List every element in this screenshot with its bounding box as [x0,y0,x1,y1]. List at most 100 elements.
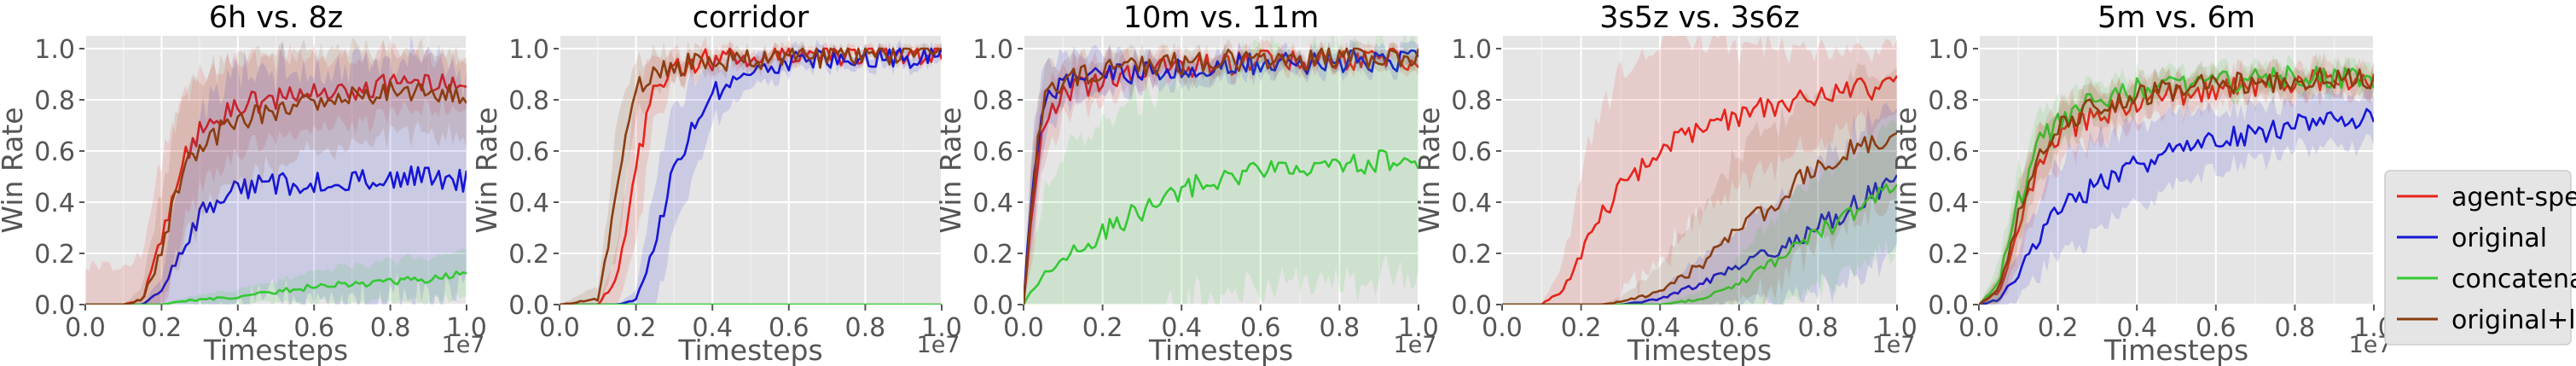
series-band-agent-specific [1502,36,1897,305]
x-tick-label: 0.2 [616,313,657,343]
y-tick-label: 1.0 [34,35,75,65]
x-tick-label: 0.0 [539,313,580,343]
y-axis-label: Win Rate [0,107,29,233]
x-axis-label: Timesteps [1627,334,1772,366]
chart-panel-2: 0.0 0.2 0.4 0.6 0.8 1.0 0.0 0.2 0.4 0.6 0.8 1.0 corr… [470,1,962,366]
x-axis-label: Timesteps [1148,334,1293,366]
y-tick-label: 0.6 [34,137,75,167]
series-line-original-local [560,47,942,305]
series-line-concatenated [85,270,467,305]
x-tick-label: 0.8 [2275,313,2316,343]
x-tick-label: 1.0 [446,313,487,343]
y-axis-label: Win Rate [470,107,503,233]
series-band-agent-specific [1024,38,1419,305]
x-tick-label: 0.6 [1240,313,1281,343]
legend-box [2384,170,2572,346]
x-tick-label: 0.0 [1003,313,1044,343]
chart-panel-1: 0.0 0.2 0.4 0.6 0.8 1.0 0.0 0.2 0.4 0.6 0.8 1.0 6h v… [0,1,487,366]
series-band-agent-specific [1979,52,2374,305]
y-tick-label: 0.0 [508,291,549,321]
x-tick-label: 1.0 [1398,313,1439,343]
y-tick-label: 0.4 [1928,189,1969,218]
chart-title: 6h vs. 8z [209,1,343,35]
x-tick-label: 0.4 [1161,313,1202,343]
y-tick-label: 0.0 [1451,291,1492,321]
x-tick-label: 0.2 [2038,313,2079,343]
series-layer [560,37,942,305]
series-band-agent-specific [560,37,942,305]
series-line-original-local [1024,47,1419,305]
y-tick-label: 0.2 [34,240,75,270]
y-tick-label: 0.4 [508,189,549,218]
y-tick-label: 0.8 [972,86,1013,116]
series-band-concatenated [85,248,467,305]
series-band-original-local [1979,54,2374,305]
y-tick-label: 0.6 [972,137,1013,167]
x-tick-label: 0.4 [2116,313,2157,343]
y-tick-label: 0.8 [1451,86,1492,116]
y-tick-label: 0.6 [1451,137,1492,167]
chart-panel-4: 0.0 0.2 0.4 0.6 0.8 1.0 0.0 0.2 0.4 0.6 0.8 1.0 3s5z… [1413,1,1917,366]
y-tick-label: 0.8 [34,86,75,116]
x-tick-label: 0.2 [1082,313,1123,343]
series-band-original-local [1502,62,1897,305]
y-axis-label: Win Rate [1413,107,1446,233]
y-axis-label: Win Rate [1889,107,1923,233]
y-tick-label: 0.4 [34,189,75,218]
series-layer [1024,36,1419,305]
x-axis-label: Timesteps [677,334,822,366]
chart-panel-3: 0.0 0.2 0.4 0.6 0.8 1.0 0.0 0.2 0.4 0.6 0.8 1.0 10m … [934,1,1439,366]
y-tick-label: 0.0 [34,291,75,321]
x-tick-label: 0.8 [1798,313,1839,343]
x-tick-label: 0.4 [692,313,733,343]
x-tick-label: 0.2 [142,313,183,343]
x-axis-label: Timesteps [203,334,348,366]
y-tick-label: 0.2 [1928,240,1969,270]
series-band-original [560,39,942,305]
series-line-original [1979,107,2374,305]
y-tick-label: 1.0 [1451,35,1492,65]
x-scale-label: 1e7 [917,332,960,358]
series-line-original [1502,174,1897,305]
series-band-agent-specific [85,38,467,305]
y-tick-label: 0.8 [508,86,549,116]
x-axis-label: Timesteps [2103,334,2248,366]
y-tick-label: 0.4 [972,189,1013,218]
series-band-concatenated [1979,52,2374,305]
y-tick-label: 0.6 [508,137,549,167]
series-band-original [1979,84,2374,305]
x-tick-label: 0.8 [1320,313,1361,343]
x-scale-label: 1e7 [1394,332,1437,358]
x-tick-label: 0.6 [2196,313,2237,343]
y-tick-label: 1.0 [508,35,549,65]
x-scale-label: 1e7 [1872,332,1916,358]
series-band-original-local [1024,38,1419,305]
legend-label: concatenated [2451,264,2576,294]
x-tick-label: 0.6 [769,313,809,343]
x-tick-label: 1.0 [1877,313,1917,343]
y-axis-label: Win Rate [934,107,967,233]
chart-title: 10m vs. 11m [1123,1,1320,35]
y-tick-label: 1.0 [1928,35,1969,65]
chart-title: 5m vs. 6m [2097,1,2255,35]
y-tick-label: 1.0 [972,35,1013,65]
series-line-original-local [1979,67,2374,305]
x-tick-label: 0.0 [65,313,106,343]
legend: agent-specific original concatenated origin… [2384,170,2576,346]
x-tick-label: 0.6 [1719,313,1760,343]
x-tick-label: 0.2 [1561,313,1602,343]
series-line-original-local [1502,131,1897,305]
legend-label: original [2451,224,2547,253]
series-layer [1979,52,2374,305]
series-line-agent-specific [1502,75,1897,305]
x-tick-label: 0.8 [845,313,886,343]
x-tick-label: 1.0 [921,313,962,343]
series-band-original-local [85,37,467,305]
x-scale-label: 1e7 [442,332,485,358]
series-band-original [1024,39,1419,305]
x-tick-label: 0.4 [218,313,258,343]
series-band-original [1502,102,1897,305]
series-line-agent-specific [85,73,467,305]
y-tick-label: 0.2 [1451,240,1492,270]
